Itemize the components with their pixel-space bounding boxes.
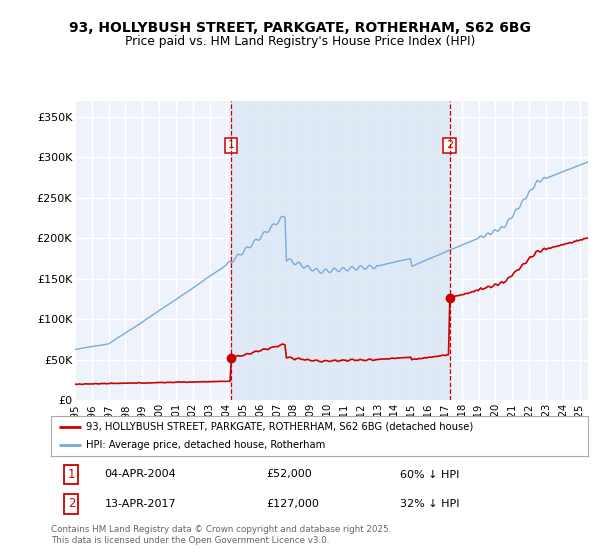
Text: 2: 2	[68, 497, 75, 510]
Text: 93, HOLLYBUSH STREET, PARKGATE, ROTHERHAM, S62 6BG (detached house): 93, HOLLYBUSH STREET, PARKGATE, ROTHERHA…	[86, 422, 473, 432]
Text: 2: 2	[446, 141, 454, 150]
Text: 32% ↓ HPI: 32% ↓ HPI	[400, 499, 460, 509]
Bar	[231, 101, 450, 400]
Text: 13-APR-2017: 13-APR-2017	[105, 499, 176, 509]
Text: Contains HM Land Registry data © Crown copyright and database right 2025.
This d: Contains HM Land Registry data © Crown c…	[51, 525, 391, 545]
Text: HPI: Average price, detached house, Rotherham: HPI: Average price, detached house, Roth…	[86, 440, 325, 450]
Text: Price paid vs. HM Land Registry's House Price Index (HPI): Price paid vs. HM Land Registry's House …	[125, 35, 475, 48]
Text: 1: 1	[227, 141, 235, 150]
Text: £127,000: £127,000	[266, 499, 319, 509]
Text: £52,000: £52,000	[266, 469, 311, 479]
Text: 93, HOLLYBUSH STREET, PARKGATE, ROTHERHAM, S62 6BG: 93, HOLLYBUSH STREET, PARKGATE, ROTHERHA…	[69, 21, 531, 35]
Text: 1: 1	[68, 468, 75, 481]
Text: 60% ↓ HPI: 60% ↓ HPI	[400, 469, 460, 479]
Text: 04-APR-2004: 04-APR-2004	[105, 469, 176, 479]
